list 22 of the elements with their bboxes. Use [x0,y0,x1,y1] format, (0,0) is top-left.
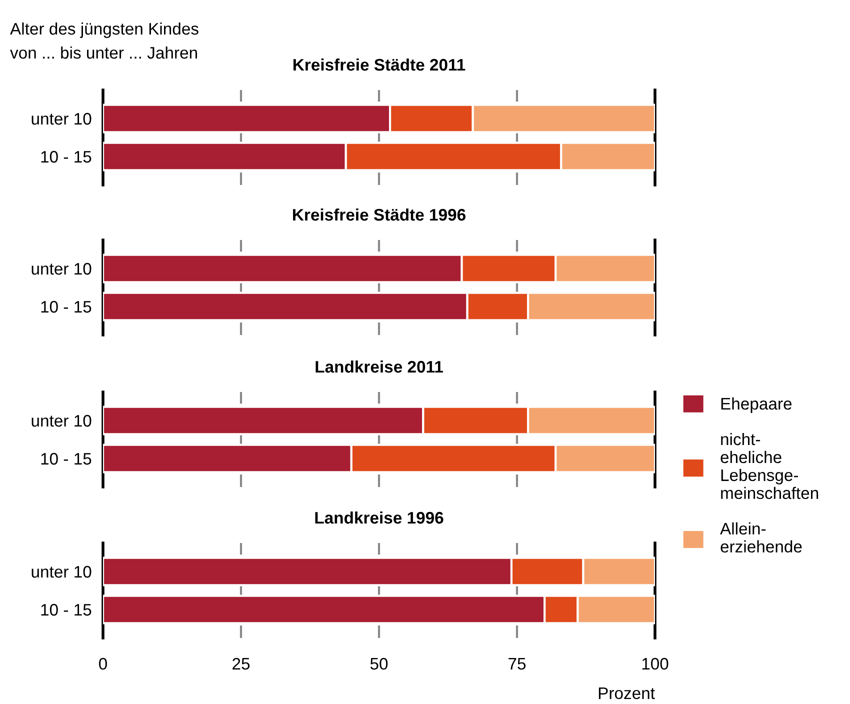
y-tick-label: unter 10 [32,262,92,275]
x-tick-label: 75 [508,658,526,670]
legend-label: Ehepaare [721,397,792,413]
y-tick-label: unter 10 [32,112,92,125]
chart-title: Landkreise 2011 [316,360,443,373]
x-tick-label: 25 [232,658,250,670]
y-tick-label: unter 10 [32,414,92,427]
y-tick-label: 10 - 15 [41,150,92,163]
x-axis-title: Prozent [598,687,655,700]
x-tick-label: 0 [99,658,107,670]
chart-title: Kreisfreie Städte 1996 [293,208,466,221]
y-tick-label: 10 - 15 [41,452,92,465]
legend-label: Allein- erziehende [720,522,802,553]
y-tick-label: 10 - 15 [41,604,92,616]
y-tick-label: 10 - 15 [41,300,92,313]
chart-title: Landkreise 1996 [315,511,444,524]
x-tick-label: 50 [370,658,388,670]
y-tick-label: unter 10 [32,566,92,578]
legend-label: nicht- eheliche Lebensge- meinschaften [720,432,818,500]
y-axis-title: Alter des jüngsten Kindes von ... bis unter ... Jahren [10,22,198,59]
x-tick-label: 100 [642,658,668,670]
chart-title: Kreisfreie Städte 2011 [293,58,466,71]
